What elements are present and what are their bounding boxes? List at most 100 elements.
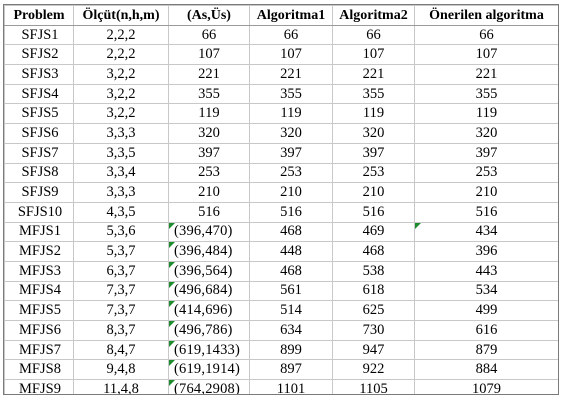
cell-olcut[interactable]: 7,3,7	[73, 300, 169, 321]
cell-olcut[interactable]: 5,3,7	[73, 241, 169, 262]
cell-onerilen[interactable]: 210	[414, 182, 558, 203]
header-olcut[interactable]: Ölçüt(n,h,m)	[73, 5, 169, 26]
cell-algoritma1[interactable]: 66	[249, 24, 333, 46]
cell-algoritma2[interactable]: 538	[332, 260, 415, 282]
cell-algoritma2[interactable]: 625	[332, 300, 415, 321]
cell-as-us[interactable]: 253	[168, 162, 250, 184]
cell-algoritma1[interactable]: 119	[249, 103, 333, 125]
cell-problem[interactable]: MFJS1	[4, 221, 74, 243]
cell-olcut[interactable]: 8,3,7	[73, 320, 169, 341]
cell-olcut[interactable]: 3,2,2	[73, 64, 169, 85]
cell-as-us[interactable]: (619,1914)	[168, 359, 250, 381]
cell-onerilen[interactable]: 320	[414, 123, 558, 144]
cell-onerilen[interactable]: 443	[414, 260, 558, 282]
header-algoritma2[interactable]: Algoritma2	[332, 5, 415, 26]
cell-algoritma1[interactable]: 468	[249, 260, 333, 282]
cell-as-us[interactable]: (396,564)	[168, 260, 250, 282]
cell-algoritma2[interactable]: 922	[332, 359, 415, 381]
cell-problem[interactable]: SFJS8	[4, 162, 74, 184]
cell-problem[interactable]: MFJS9	[4, 379, 74, 394]
header-onerilen-algoritma[interactable]: Önerilen algoritma	[414, 5, 558, 26]
cell-algoritma1[interactable]: 516	[249, 201, 333, 223]
cell-olcut[interactable]: 3,3,4	[73, 162, 169, 184]
cell-as-us[interactable]: (496,684)	[168, 280, 250, 302]
cell-algoritma2[interactable]: 730	[332, 320, 415, 341]
cell-algoritma2[interactable]: 1105	[332, 379, 415, 394]
cell-algoritma2[interactable]: 355	[332, 83, 415, 105]
cell-problem[interactable]: SFJS5	[4, 103, 74, 125]
cell-algoritma2[interactable]: 618	[332, 280, 415, 302]
cell-algoritma1[interactable]: 210	[249, 182, 333, 203]
cell-algoritma1[interactable]: 320	[249, 123, 333, 144]
cell-algoritma1[interactable]: 397	[249, 142, 333, 164]
cell-onerilen[interactable]: 1079	[414, 379, 558, 394]
cell-as-us[interactable]: 66	[168, 24, 250, 46]
cell-problem[interactable]: SFJS10	[4, 201, 74, 223]
cell-olcut[interactable]: 5,3,6	[73, 221, 169, 243]
cell-olcut[interactable]: 3,3,3	[73, 123, 169, 144]
cell-algoritma2[interactable]: 107	[332, 44, 415, 66]
header-as-us[interactable]: (As,Üs)	[168, 5, 250, 26]
cell-olcut[interactable]: 3,3,3	[73, 182, 169, 203]
cell-as-us[interactable]: 221	[168, 64, 250, 85]
cell-problem[interactable]: SFJS2	[4, 44, 74, 66]
cell-onerilen[interactable]: 879	[414, 339, 558, 361]
cell-algoritma2[interactable]: 320	[332, 123, 415, 144]
cell-problem[interactable]: MFJS2	[4, 241, 74, 262]
cell-onerilen[interactable]: 616	[414, 320, 558, 341]
cell-as-us[interactable]: 355	[168, 83, 250, 105]
cell-problem[interactable]: SFJS7	[4, 142, 74, 164]
cell-olcut[interactable]: 7,3,7	[73, 280, 169, 302]
cell-problem[interactable]: MFJS7	[4, 339, 74, 361]
cell-as-us[interactable]: (396,484)	[168, 241, 250, 262]
cell-onerilen[interactable]: 499	[414, 300, 558, 321]
header-algoritma1[interactable]: Algoritma1	[249, 5, 333, 26]
cell-onerilen[interactable]: 119	[414, 103, 558, 125]
cell-algoritma1[interactable]: 448	[249, 241, 333, 262]
cell-algoritma1[interactable]: 1101	[249, 379, 333, 394]
cell-problem[interactable]: MFJS8	[4, 359, 74, 381]
cell-olcut[interactable]: 3,2,2	[73, 103, 169, 125]
cell-onerilen[interactable]: 397	[414, 142, 558, 164]
cell-algoritma2[interactable]: 119	[332, 103, 415, 125]
cell-algoritma2[interactable]: 221	[332, 64, 415, 85]
cell-olcut[interactable]: 3,2,2	[73, 83, 169, 105]
cell-algoritma2[interactable]: 253	[332, 162, 415, 184]
cell-as-us[interactable]: (414,696)	[168, 300, 250, 321]
cell-onerilen[interactable]: 516	[414, 201, 558, 223]
cell-algoritma1[interactable]: 899	[249, 339, 333, 361]
cell-olcut[interactable]: 2,2,2	[73, 44, 169, 66]
cell-algoritma1[interactable]: 634	[249, 320, 333, 341]
cell-algoritma1[interactable]: 897	[249, 359, 333, 381]
cell-algoritma2[interactable]: 397	[332, 142, 415, 164]
cell-algoritma1[interactable]: 221	[249, 64, 333, 85]
cell-algoritma2[interactable]: 947	[332, 339, 415, 361]
cell-algoritma2[interactable]: 468	[332, 241, 415, 262]
cell-algoritma1[interactable]: 355	[249, 83, 333, 105]
cell-as-us[interactable]: (764,2908)	[168, 379, 250, 394]
cell-olcut[interactable]: 8,4,7	[73, 339, 169, 361]
cell-onerilen[interactable]: 396	[414, 241, 558, 262]
cell-algoritma1[interactable]: 514	[249, 300, 333, 321]
cell-problem[interactable]: SFJS4	[4, 83, 74, 105]
cell-onerilen[interactable]: 66	[414, 24, 558, 46]
cell-algoritma2[interactable]: 516	[332, 201, 415, 223]
cell-onerilen[interactable]: 534	[414, 280, 558, 302]
cell-as-us[interactable]: 320	[168, 123, 250, 144]
cell-olcut[interactable]: 4,3,5	[73, 201, 169, 223]
cell-algoritma2[interactable]: 210	[332, 182, 415, 203]
cell-as-us[interactable]: 119	[168, 103, 250, 125]
cell-problem[interactable]: SFJS6	[4, 123, 74, 144]
cell-olcut[interactable]: 11,4,8	[73, 379, 169, 394]
cell-olcut[interactable]: 2,2,2	[73, 24, 169, 46]
header-problem[interactable]: Problem	[4, 5, 74, 26]
cell-algoritma2[interactable]: 66	[332, 24, 415, 46]
cell-problem[interactable]: MFJS6	[4, 320, 74, 341]
cell-onerilen[interactable]: 221	[414, 64, 558, 85]
cell-onerilen[interactable]: 355	[414, 83, 558, 105]
cell-algoritma1[interactable]: 253	[249, 162, 333, 184]
cell-as-us[interactable]: 397	[168, 142, 250, 164]
cell-as-us[interactable]: (396,470)	[168, 221, 250, 243]
cell-onerilen[interactable]: 884	[414, 359, 558, 381]
cell-onerilen[interactable]: 107	[414, 44, 558, 66]
